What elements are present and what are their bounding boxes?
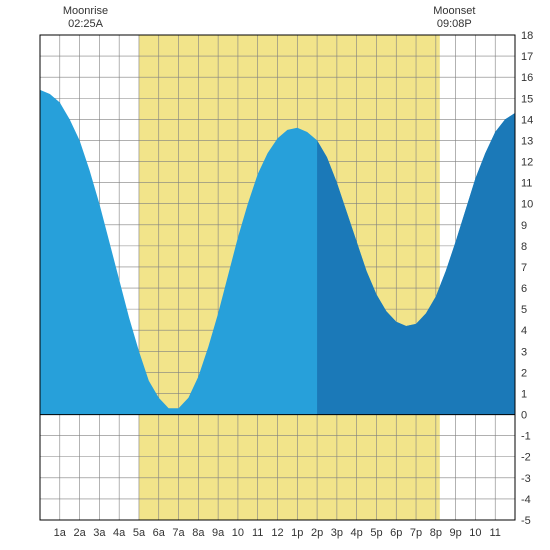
- svg-text:11: 11: [252, 527, 263, 539]
- svg-text:2p: 2p: [311, 527, 323, 539]
- svg-text:8: 8: [521, 241, 527, 253]
- svg-text:2: 2: [521, 367, 527, 379]
- svg-text:1p: 1p: [291, 527, 303, 539]
- svg-text:17: 17: [521, 51, 533, 63]
- svg-text:-2: -2: [521, 452, 531, 464]
- svg-text:5a: 5a: [133, 527, 146, 539]
- svg-text:5: 5: [521, 304, 527, 316]
- svg-text:6p: 6p: [390, 527, 402, 539]
- svg-text:4a: 4a: [113, 527, 126, 539]
- svg-text:-1: -1: [521, 431, 531, 443]
- svg-text:7a: 7a: [172, 527, 185, 539]
- moonrise-time: 02:25A: [63, 18, 108, 31]
- moonrise-annotation: Moonrise 02:25A: [63, 5, 108, 31]
- moonset-time: 09:08P: [433, 18, 475, 31]
- svg-text:6: 6: [521, 283, 527, 295]
- svg-text:16: 16: [521, 72, 533, 84]
- svg-text:10: 10: [232, 527, 244, 539]
- svg-text:1a: 1a: [54, 527, 67, 539]
- svg-text:3a: 3a: [93, 527, 106, 539]
- svg-text:3p: 3p: [331, 527, 343, 539]
- svg-text:3: 3: [521, 346, 527, 358]
- svg-text:4p: 4p: [351, 527, 363, 539]
- svg-text:9a: 9a: [212, 527, 225, 539]
- svg-text:5p: 5p: [370, 527, 382, 539]
- svg-text:14: 14: [521, 114, 533, 126]
- moonset-annotation: Moonset 09:08P: [433, 5, 475, 31]
- svg-text:-5: -5: [521, 515, 531, 527]
- svg-text:9: 9: [521, 220, 527, 232]
- svg-text:2a: 2a: [73, 527, 86, 539]
- svg-text:18: 18: [521, 30, 533, 42]
- svg-text:4: 4: [521, 325, 527, 337]
- svg-text:11: 11: [489, 527, 500, 539]
- svg-text:-3: -3: [521, 473, 531, 485]
- tide-chart: -5-4-3-2-101234567891011121314151617181a…: [0, 0, 550, 550]
- svg-text:12: 12: [271, 527, 283, 539]
- svg-text:-4: -4: [521, 494, 531, 506]
- svg-text:7p: 7p: [410, 527, 422, 539]
- svg-text:0: 0: [521, 410, 527, 422]
- svg-text:10: 10: [521, 199, 533, 211]
- svg-text:7: 7: [521, 262, 527, 274]
- chart-svg: -5-4-3-2-101234567891011121314151617181a…: [0, 0, 550, 550]
- moonrise-label: Moonrise: [63, 5, 108, 18]
- svg-text:6a: 6a: [153, 527, 166, 539]
- svg-text:10: 10: [469, 527, 481, 539]
- svg-text:9p: 9p: [450, 527, 462, 539]
- svg-text:13: 13: [521, 135, 533, 147]
- svg-text:1: 1: [521, 388, 527, 400]
- svg-text:8p: 8p: [430, 527, 442, 539]
- svg-text:8a: 8a: [192, 527, 205, 539]
- svg-text:11: 11: [521, 178, 532, 190]
- moonset-label: Moonset: [433, 5, 475, 18]
- svg-text:12: 12: [521, 157, 533, 169]
- svg-text:15: 15: [521, 93, 533, 105]
